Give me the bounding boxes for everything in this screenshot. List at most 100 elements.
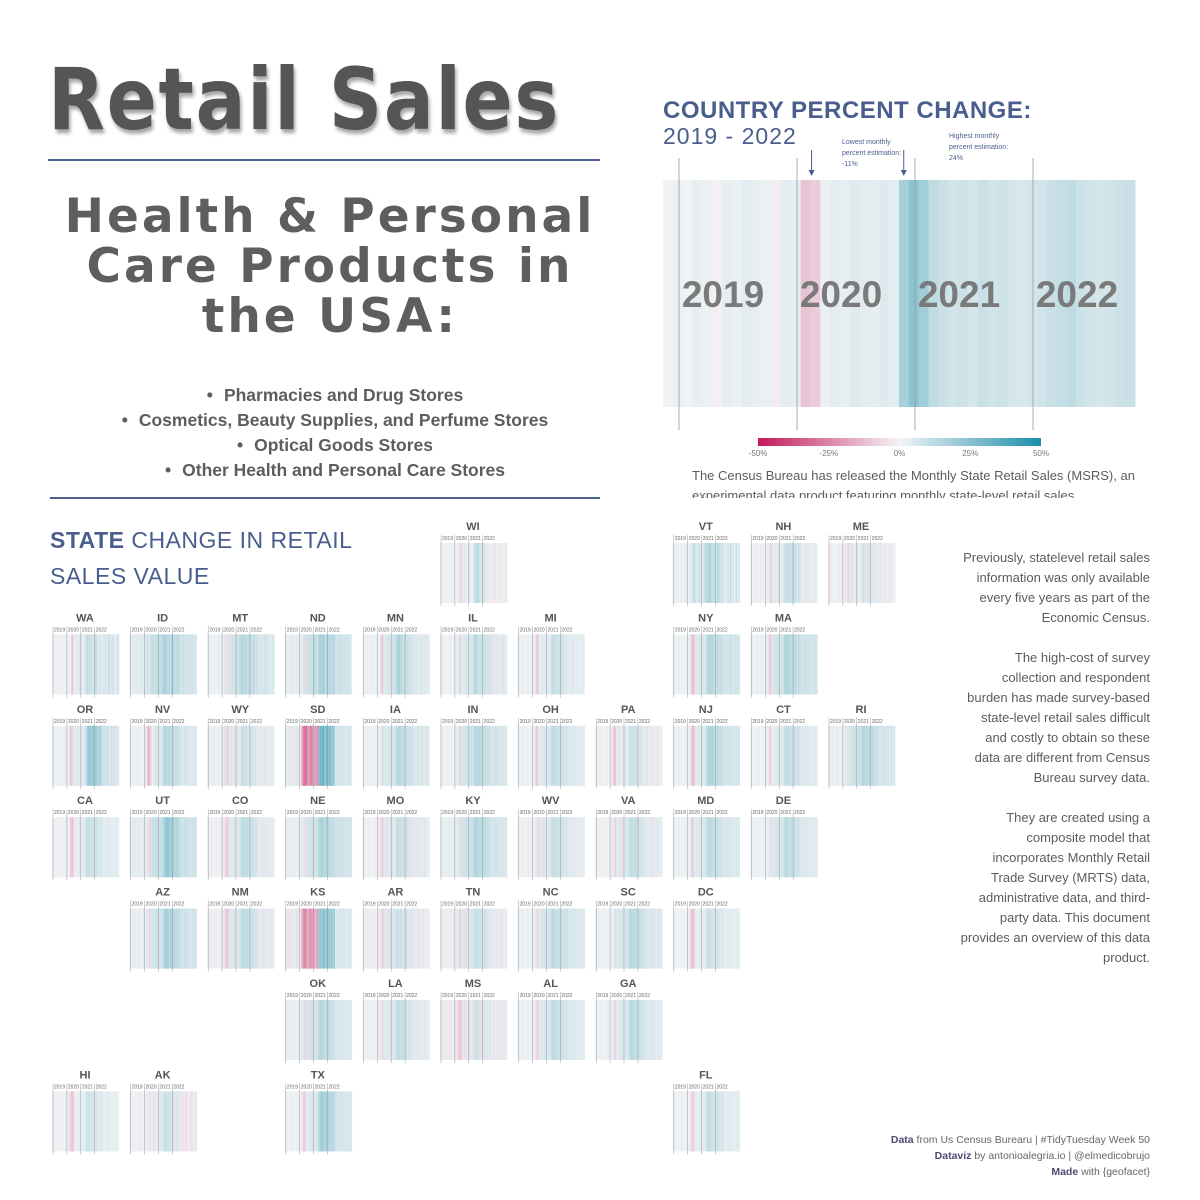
- state-heatmap-background: [750, 543, 818, 603]
- state-month-cell: [57, 725, 60, 786]
- state-month-cell: [716, 1091, 718, 1152]
- state-month-cell: [397, 908, 399, 969]
- state-year-label: 2020: [689, 810, 700, 816]
- state-month-cell: [116, 817, 118, 878]
- state-year-label: 2019: [132, 902, 143, 908]
- state-month-cell: [853, 725, 855, 786]
- state-month-cell: [625, 725, 628, 786]
- state-year-label: 2019: [287, 627, 298, 633]
- country-month-cell: [849, 180, 861, 407]
- state-year-label: 2020: [534, 719, 545, 725]
- state-month-cell: [333, 725, 336, 786]
- state-month-cell: [652, 1000, 655, 1060]
- state-month-cell: [84, 634, 86, 695]
- state-month-cell: [418, 1000, 420, 1060]
- state-month-cell: [672, 725, 675, 786]
- state-month-cell: [614, 817, 617, 878]
- state-month-cell: [235, 817, 237, 878]
- state-month-cell: [184, 817, 186, 878]
- state-month-cell: [323, 908, 326, 969]
- state-month-cell: [146, 908, 149, 969]
- state-month-cell: [188, 634, 190, 695]
- state-month-cell: [146, 725, 149, 786]
- state-month-cell: [750, 634, 753, 695]
- state-month-cell: [449, 634, 452, 695]
- state-month-cell: [528, 817, 531, 878]
- state-month-cell: [188, 1091, 190, 1152]
- state-month-cell: [477, 817, 480, 878]
- state-month-cell: [709, 817, 711, 878]
- state-month-cell: [181, 725, 183, 786]
- state-month-cell: [384, 908, 387, 969]
- state-month-cell: [153, 1091, 156, 1152]
- state-month-cell: [848, 543, 851, 603]
- state-month-cell: [442, 634, 445, 695]
- state-month-cell: [374, 908, 377, 969]
- state-month-cell: [761, 725, 764, 786]
- state-month-cell: [318, 725, 320, 786]
- state-month-cell: [483, 908, 485, 969]
- state-month-cell: [309, 1091, 312, 1152]
- state-month-cell: [110, 725, 113, 786]
- state-month-cell: [617, 817, 620, 878]
- state-year-label: 2020: [378, 902, 389, 908]
- state-month-cell: [656, 908, 659, 969]
- state-month-cell: [75, 725, 78, 786]
- state-month-cell: [139, 908, 142, 969]
- state-month-cell: [552, 908, 555, 969]
- state-month-cell: [218, 817, 221, 878]
- state-month-cell: [682, 1091, 685, 1152]
- state-month-cell: [735, 634, 738, 695]
- state-month-cell: [405, 725, 408, 786]
- state-month-cell: [154, 817, 157, 878]
- state-year-label: 2022: [639, 810, 650, 816]
- state-month-cell: [878, 725, 880, 786]
- state-month-cell: [379, 725, 381, 786]
- state-month-cell: [318, 817, 320, 878]
- state-month-cell: [451, 908, 453, 969]
- state-month-cell: [488, 1000, 491, 1060]
- state-month-cell: [788, 725, 790, 786]
- country-month-cell: [938, 180, 949, 407]
- country-chart-subtitle: 2019 - 2022: [663, 123, 797, 149]
- state-month-cell: [566, 908, 569, 969]
- state-heatmap-background: [595, 725, 663, 786]
- state-month-cell: [237, 908, 240, 969]
- state-month-cell: [860, 543, 862, 603]
- state-month-cell: [718, 543, 721, 603]
- state-month-cell: [344, 1091, 347, 1152]
- state-month-cell: [294, 634, 297, 695]
- state-month-cell: [182, 634, 185, 695]
- state-heatmap-background: [595, 817, 663, 878]
- state-month-cell: [178, 634, 181, 695]
- state-month-cell: [293, 908, 295, 969]
- state-year-label: 2021: [159, 810, 170, 816]
- state-month-cell: [653, 1000, 656, 1060]
- state-month-cell: [386, 634, 388, 695]
- state-heatmap-background: [207, 634, 275, 695]
- state-month-cell: [79, 634, 82, 695]
- state-month-cell: [172, 634, 175, 695]
- state-month-cell: [693, 1091, 696, 1152]
- state-month-cell: [98, 817, 100, 878]
- state-month-cell: [135, 908, 137, 969]
- state-month-cell: [697, 1091, 700, 1152]
- state-month-cell: [576, 1000, 578, 1060]
- state-year-label: 2021: [315, 810, 326, 816]
- state-month-cell: [287, 817, 290, 878]
- state-month-cell: [843, 543, 846, 603]
- state-month-cell: [184, 1091, 186, 1152]
- state-month-cell: [114, 634, 117, 695]
- state-year-label: 2019: [364, 902, 375, 908]
- state-month-cell: [563, 908, 566, 969]
- state-month-cell: [147, 1091, 150, 1152]
- state-month-cell: [316, 1091, 319, 1152]
- state-month-cell: [270, 725, 272, 786]
- state-month-cell: [552, 817, 555, 878]
- state-month-cell: [256, 908, 258, 969]
- state-month-cell: [237, 817, 240, 878]
- state-month-cell: [618, 725, 621, 786]
